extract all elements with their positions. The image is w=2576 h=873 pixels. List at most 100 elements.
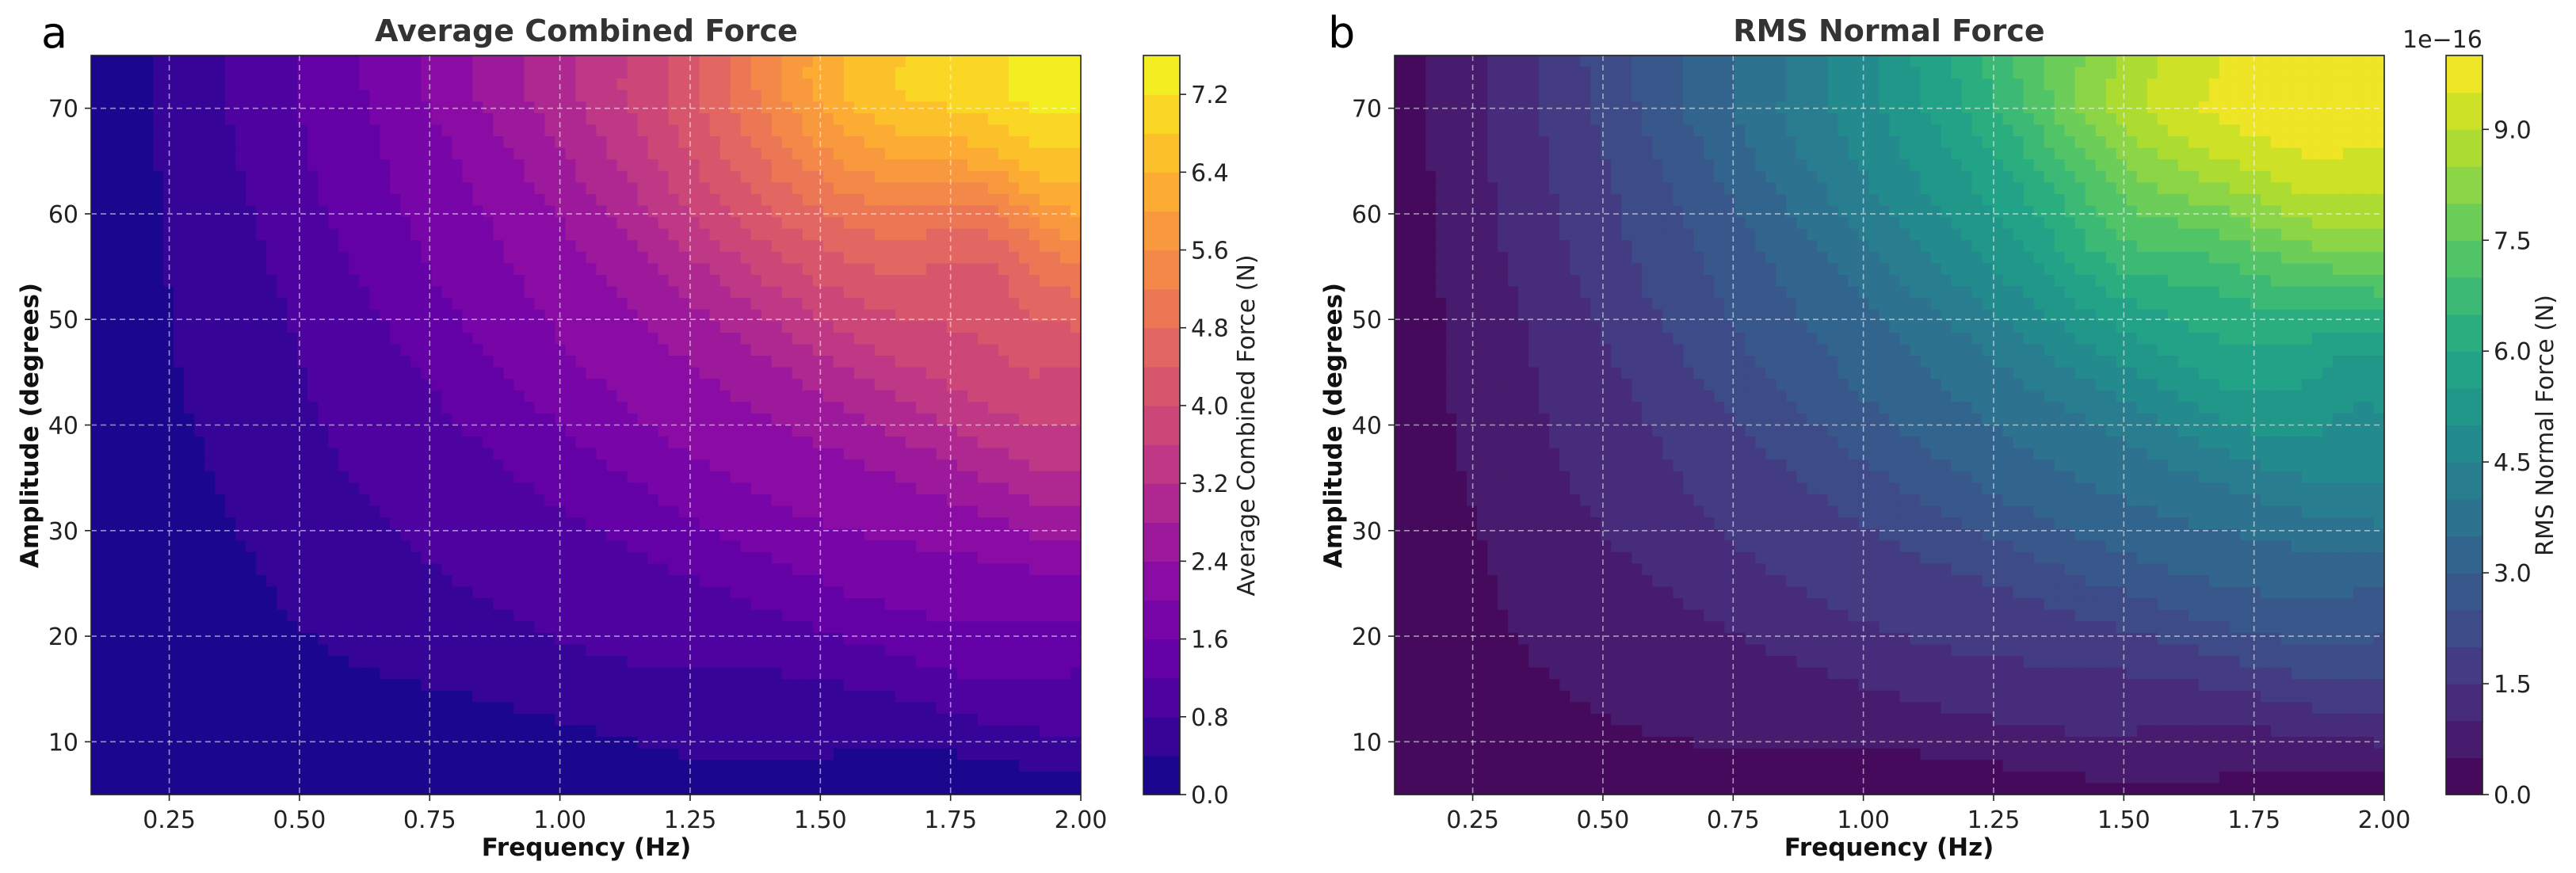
heatmap-cell	[668, 298, 680, 311]
heatmap-cell	[812, 379, 824, 391]
heatmap-cell	[658, 621, 670, 634]
heatmap-cell	[792, 182, 803, 195]
heatmap-cell	[101, 78, 113, 91]
heatmap-cell	[235, 517, 246, 530]
heatmap-cell	[215, 563, 226, 576]
heatmap-cell	[369, 332, 380, 345]
heatmap-cell	[750, 309, 762, 322]
heatmap-cell	[112, 656, 123, 669]
heatmap-cell	[441, 309, 452, 322]
heatmap-cell	[544, 540, 556, 553]
heatmap-cell	[318, 713, 329, 726]
heatmap-cell	[452, 286, 463, 299]
heatmap-cell	[513, 771, 525, 784]
heatmap-cell	[153, 367, 164, 379]
heatmap-cell	[452, 783, 463, 795]
heatmap-cell	[215, 298, 226, 311]
heatmap-cell	[874, 356, 886, 368]
heatmap-cell	[328, 251, 339, 265]
heatmap-cell	[596, 390, 608, 402]
heatmap-cell	[112, 760, 123, 772]
heatmap-cell	[689, 667, 700, 680]
heatmap-cell	[719, 55, 731, 68]
heatmap-cell	[225, 112, 236, 126]
heatmap-cell	[853, 436, 865, 449]
heatmap-cell	[153, 632, 164, 646]
heatmap-cell	[431, 528, 442, 541]
heatmap-cell	[822, 540, 834, 553]
heatmap-cell	[246, 159, 257, 172]
heatmap-cell	[627, 621, 639, 634]
heatmap-cell	[616, 563, 628, 576]
heatmap-cell	[637, 240, 649, 253]
heatmap-cell	[349, 459, 360, 472]
heatmap-cell	[410, 494, 422, 507]
heatmap-cell	[431, 159, 442, 172]
heatmap-cell	[750, 356, 762, 368]
heatmap-cell	[143, 436, 154, 449]
heatmap-cell	[369, 667, 380, 680]
heatmap-cell	[709, 170, 721, 183]
heatmap-cell	[565, 505, 577, 518]
heatmap-cell	[215, 159, 226, 172]
heatmap-cell	[596, 90, 608, 102]
heatmap-cell	[658, 286, 670, 299]
heatmap-cell	[493, 448, 505, 460]
heatmap-cell	[555, 274, 567, 288]
heatmap-cell	[750, 575, 762, 588]
heatmap-cell	[689, 228, 700, 241]
heatmap-cell	[709, 112, 721, 126]
heatmap-cell	[235, 147, 246, 160]
heatmap-cell	[390, 379, 401, 391]
heatmap-cell	[431, 575, 442, 588]
heatmap-cell	[874, 217, 886, 230]
heatmap-cell	[761, 783, 773, 795]
heatmap-cell	[204, 528, 216, 541]
heatmap-cell	[91, 240, 102, 253]
heatmap-cell	[740, 379, 752, 391]
heatmap-cell	[822, 528, 834, 541]
heatmap-cell	[503, 760, 515, 772]
heatmap-cell	[225, 679, 236, 692]
heatmap-cell	[112, 402, 123, 414]
heatmap-cell	[349, 713, 360, 726]
heatmap-cell	[719, 193, 731, 207]
heatmap-cell	[565, 586, 577, 599]
heatmap-cell	[534, 748, 546, 761]
heatmap-cell	[596, 425, 608, 437]
heatmap-cell	[864, 505, 876, 518]
heatmap-cell	[235, 124, 246, 137]
heatmap-cell	[637, 702, 649, 715]
heatmap-cell	[483, 482, 494, 495]
heatmap-cell	[812, 263, 824, 276]
heatmap-cell	[637, 367, 649, 379]
heatmap-cell	[256, 575, 267, 588]
heatmap-cell	[812, 112, 824, 126]
heatmap-cell	[204, 725, 216, 738]
heatmap-cell	[194, 656, 205, 669]
heatmap-cell	[586, 124, 597, 137]
heatmap-cell	[101, 413, 113, 426]
heatmap-cell	[750, 656, 762, 669]
heatmap-cell	[781, 436, 793, 449]
heatmap-cell	[884, 309, 896, 322]
heatmap-cell	[544, 205, 556, 218]
heatmap-cell	[761, 136, 773, 149]
heatmap-cell	[431, 136, 442, 149]
heatmap-cell	[132, 551, 143, 565]
heatmap-cell	[822, 748, 834, 761]
heatmap-cell	[822, 760, 834, 772]
heatmap-cell	[781, 656, 793, 669]
heatmap-cell	[534, 159, 546, 172]
heatmap-cell	[472, 379, 483, 391]
heatmap-cell	[658, 274, 670, 288]
heatmap-cell	[380, 170, 391, 183]
heatmap-cell	[853, 159, 865, 172]
heatmap-cell	[462, 367, 473, 379]
heatmap-cell	[853, 170, 865, 183]
heatmap-cell	[616, 263, 628, 276]
heatmap-cell	[225, 298, 236, 311]
heatmap-cell	[359, 586, 370, 599]
heatmap-cell	[256, 67, 267, 79]
heatmap-cell	[184, 494, 195, 507]
